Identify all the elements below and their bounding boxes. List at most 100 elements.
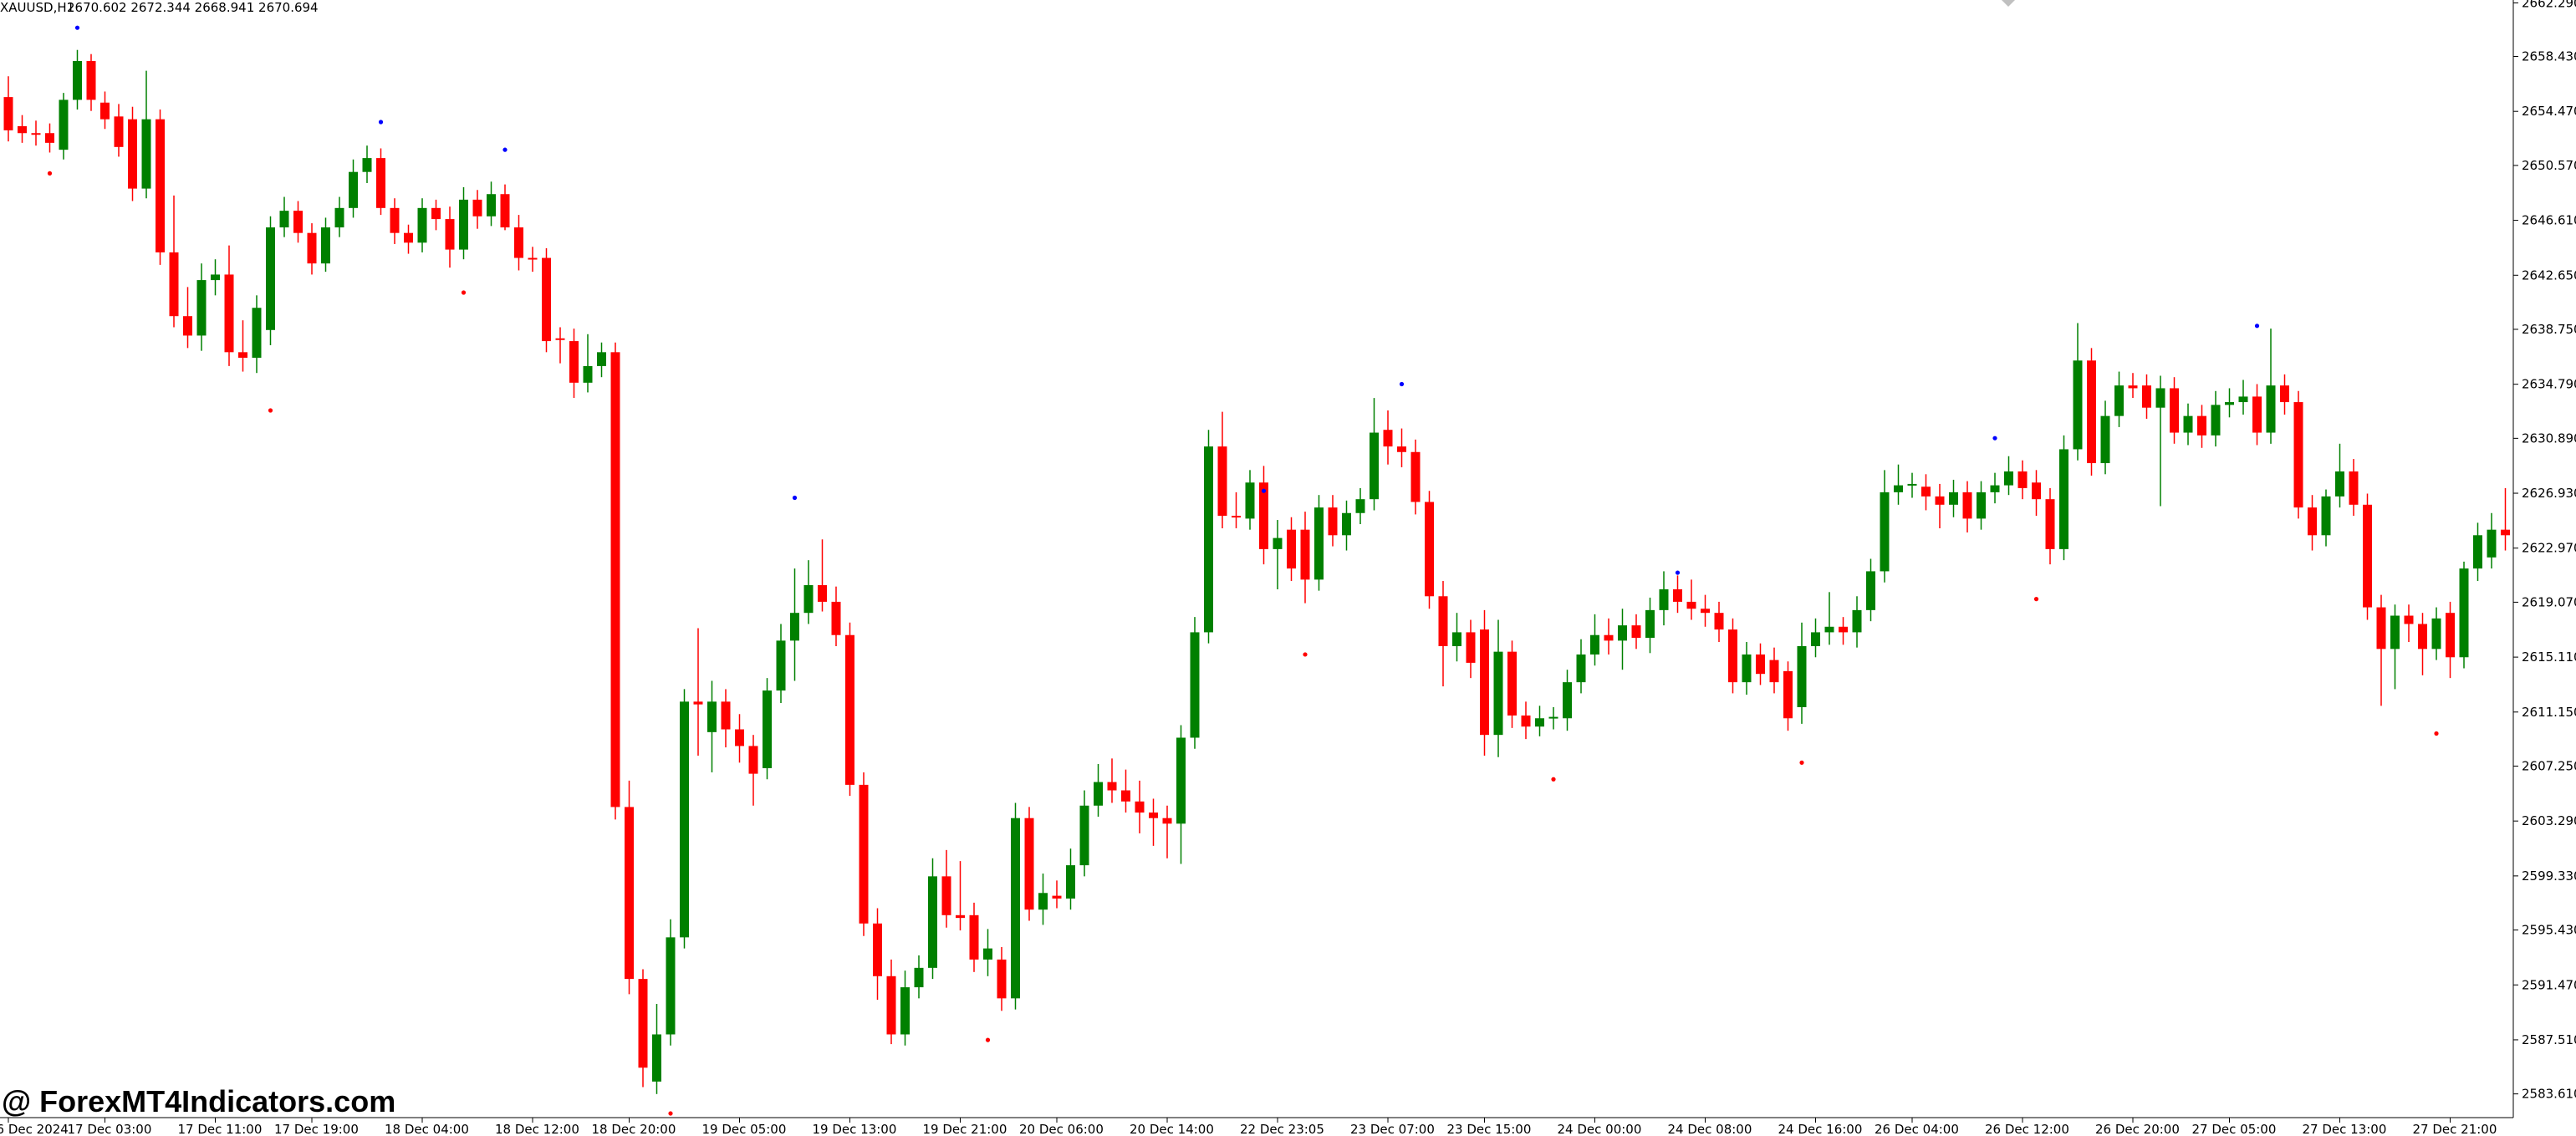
y-tick-label: 2642.650 [2522,267,2576,283]
candle-body [196,280,207,336]
candle-body [1756,654,1765,675]
candle-body [845,634,854,785]
candle-body [2293,402,2303,508]
candle-body [1232,516,1241,518]
fractal-dot [2033,597,2039,602]
fractal-dot [1551,777,1556,782]
y-tick-label: 2619.070 [2522,594,2576,609]
candle-body [45,133,54,143]
candle-body [666,937,676,1035]
fractal-dot [1992,436,1997,441]
candle-body [1052,895,1062,899]
candle-body [1880,492,1890,572]
candle-body [2045,499,2055,549]
shift-marker [2002,0,2015,7]
x-tick-label: 16 Dec 2024 [0,1122,69,1136]
candle-body [1410,451,1421,502]
candle-body [1135,801,1145,813]
candle-body [818,585,827,602]
candle-body [1217,446,1227,517]
candle-body [748,746,758,774]
candle-body [2142,385,2151,408]
candle-body [1355,499,1365,513]
candle-body [1507,651,1517,716]
y-tick-label: 2587.510 [2522,1032,2576,1047]
x-tick-label: 20 Dec 14:00 [1130,1122,1214,1136]
candle-body [1783,670,1793,719]
candle-body [983,948,992,960]
y-tick-label: 2630.890 [2522,430,2576,446]
x-tick-label: 23 Dec 07:00 [1350,1122,1435,1136]
candle-body [900,987,910,1035]
candle-body [1618,625,1627,641]
candle-body [2004,471,2013,486]
candle-body [1162,818,1172,824]
candle-body [417,207,427,243]
candle-body [528,257,538,260]
candle-body [1673,588,1682,602]
candle-body [1811,632,1820,647]
fractal-dot [1799,760,1804,765]
x-tick-label: 19 Dec 13:00 [813,1122,897,1136]
candle-body [472,199,482,217]
candle-body [2128,385,2138,389]
candle-body [928,876,937,968]
candle-body [1797,646,1807,707]
x-tick-label: 27 Dec 05:00 [2192,1122,2277,1136]
candle-body [735,729,744,746]
x-tick-label: 24 Dec 08:00 [1668,1122,1752,1136]
fractal-dot [268,408,273,413]
fractal-dot [1675,570,1681,575]
candle-body [680,701,689,938]
candle-body [1287,529,1296,569]
candle-body [3,97,13,130]
candle-body [238,352,247,358]
candle-body [459,199,468,250]
y-tick-label: 2646.610 [2522,213,2576,228]
x-tick-label: 26 Dec 20:00 [2095,1122,2180,1136]
candle-body [2404,615,2414,624]
candle-body [252,308,262,358]
candle-body [1921,486,1931,497]
candle-body [997,959,1007,999]
candle-body [2100,415,2110,464]
fractal-dot [47,171,53,176]
y-tick-label: 2626.930 [2522,486,2576,501]
candle-body [1576,654,1586,683]
candle-body [1149,813,1158,818]
candle-body [831,601,841,635]
candle-body [721,701,731,730]
candle-body [390,207,400,233]
y-tick-label: 2611.150 [2522,705,2576,720]
candle-body [1300,529,1310,580]
fractal-dot [2434,731,2439,736]
candle-body [763,690,772,768]
candle-body [1521,715,1531,727]
candle-body [1852,609,1862,633]
candle-body [1894,485,1903,492]
candle-body [2032,482,2041,500]
candle-body [859,784,869,924]
candle-body [1328,507,1338,536]
candle-body [2459,568,2469,658]
candle-body [638,979,648,1068]
candle-body [2211,405,2221,436]
candle-body [1962,492,1972,519]
candle-body [790,613,799,641]
x-tick-label: 26 Dec 04:00 [1875,1122,1959,1136]
candle-body [2059,449,2068,549]
candle-body [1011,818,1020,999]
candle-body [1535,718,1544,727]
candle-body [211,274,220,281]
fractal-dot [74,25,80,30]
candle-body [1397,446,1406,452]
x-tick-label: 23 Dec 15:00 [1447,1122,1532,1136]
candle-body [1383,430,1393,447]
x-tick-label: 27 Dec 21:00 [2413,1122,2497,1136]
candle-body [2431,618,2441,650]
y-tick-label: 2654.470 [2522,104,2576,119]
candle-body [1314,507,1324,580]
candle-body [1452,632,1461,647]
